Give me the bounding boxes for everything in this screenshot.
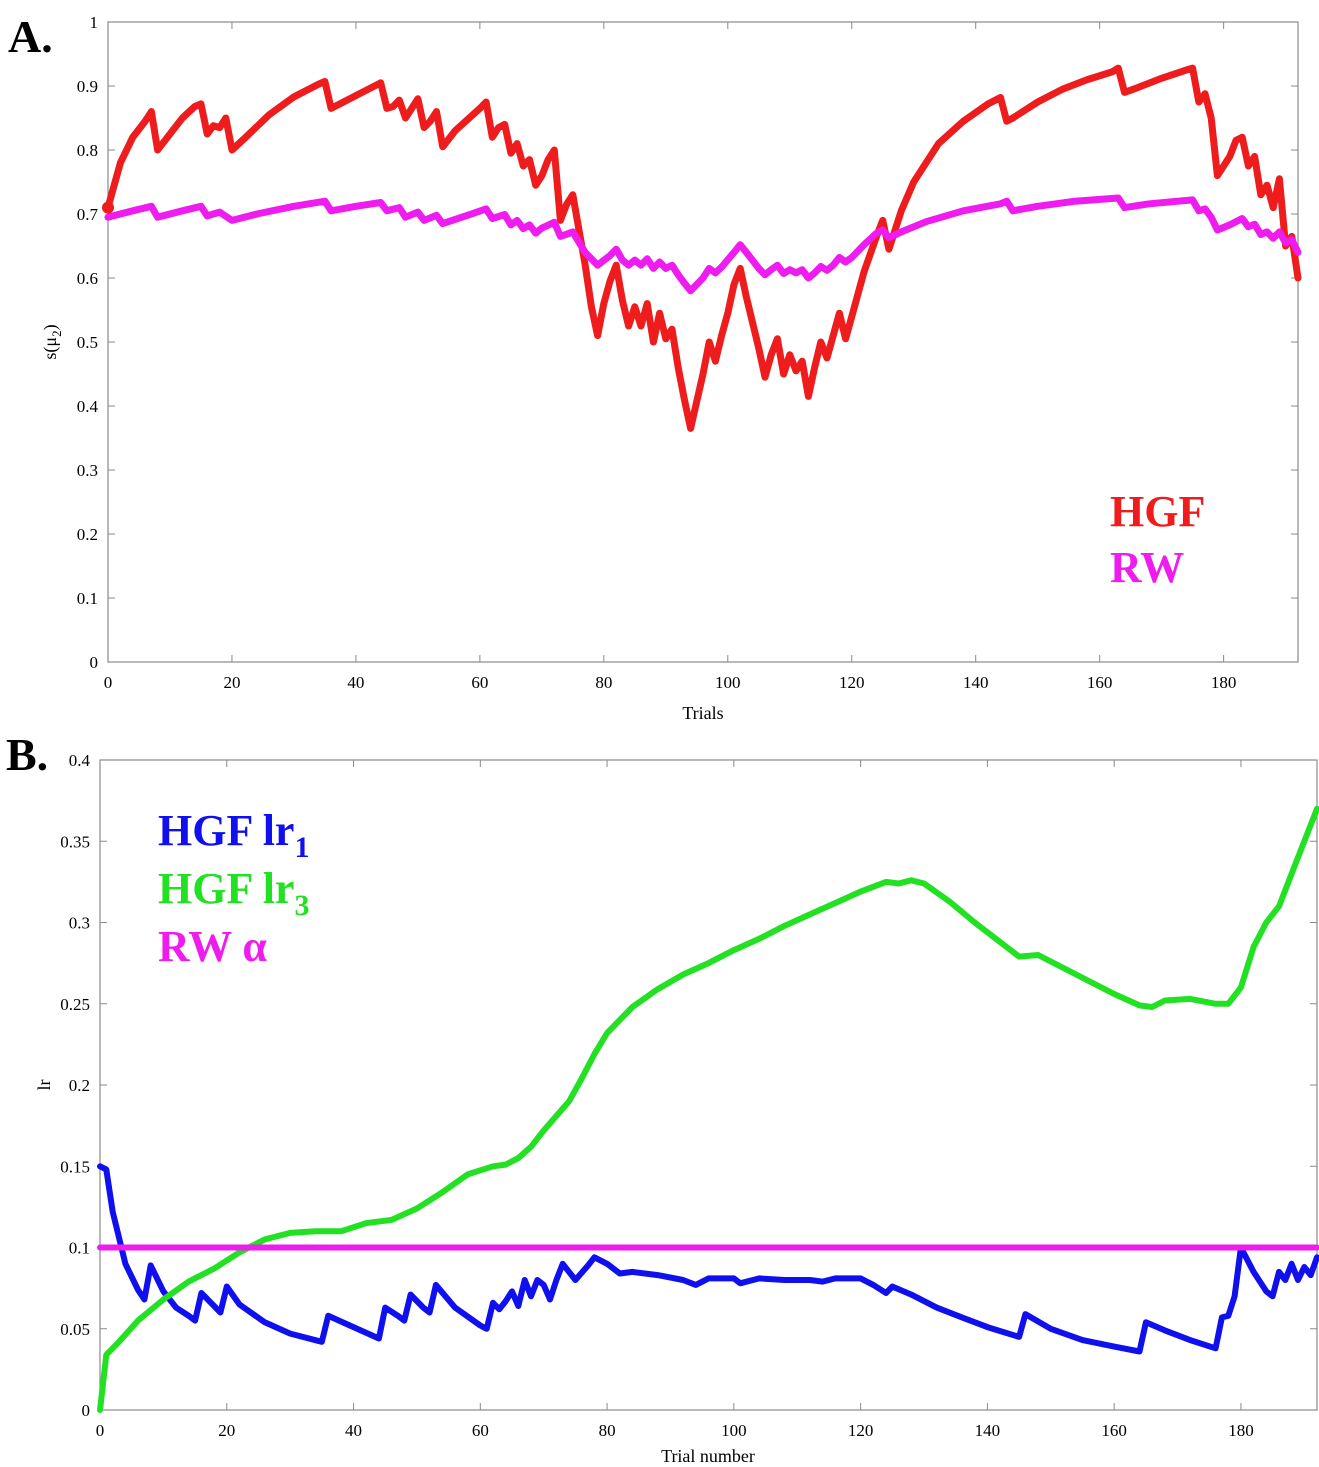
panel-a-y-tick-label: 0.7 bbox=[77, 205, 99, 224]
panel-a-y-tick-label: 0.8 bbox=[77, 141, 98, 160]
panel-b-x-tick-label: 60 bbox=[472, 1421, 489, 1440]
panel-a-x-tick-label: 100 bbox=[715, 673, 741, 692]
panel-b-y-axis-label: lr bbox=[34, 1079, 54, 1090]
panel-a-x-tick-label: 0 bbox=[104, 673, 113, 692]
panel-a-series bbox=[102, 64, 1302, 432]
panel-b-series-hgf-lr1-line bbox=[97, 1163, 1319, 1355]
panel-b-legend-hgf-lr3: HGF lr3 bbox=[158, 864, 309, 922]
panel-b-x-tick-label: 0 bbox=[96, 1421, 105, 1440]
panel-b-y-tick-label: 0.35 bbox=[60, 832, 90, 851]
panel-b-x-tick-label: 80 bbox=[599, 1421, 616, 1440]
panel-a-y-tick-label: 0.6 bbox=[77, 269, 98, 288]
panel-a-x-tick-label: 160 bbox=[1087, 673, 1113, 692]
panel-a-x-tick-label: 20 bbox=[223, 673, 240, 692]
panel-b-legend-hgf-lr1: HGF lr1 bbox=[158, 806, 309, 864]
panel-b-y-tick-label: 0.15 bbox=[60, 1157, 90, 1176]
panel-a-y-tick-label: 0.4 bbox=[77, 397, 99, 416]
panel-b-x-tick-label: 20 bbox=[218, 1421, 235, 1440]
panel-b-x-tick-label: 40 bbox=[345, 1421, 362, 1440]
panel-a-legend-rw: RW bbox=[1110, 543, 1184, 592]
panel-a-x-tick-label: 60 bbox=[471, 673, 488, 692]
panel-a-y-tick-label: 0.5 bbox=[77, 333, 98, 352]
panel-a-y-axis-label: s(μ2) bbox=[40, 324, 64, 359]
panel-b-series-hgf-lr3-line bbox=[97, 805, 1319, 1413]
panel-b-series bbox=[97, 805, 1319, 1413]
panel-b: B. 0 0.05 0.1 0.15 0.2 0.25 0.3 0.35 0.4 0 20 40 60… bbox=[6, 729, 1319, 1466]
panel-a-y-tick-label: 0.1 bbox=[77, 589, 98, 608]
panel-b-y-tick-label: 0.4 bbox=[69, 751, 91, 770]
panel-a-series-hgf-line bbox=[104, 64, 1302, 432]
panel-b-x-tick-label: 120 bbox=[848, 1421, 874, 1440]
panel-b-plot-frame bbox=[99, 759, 1318, 1411]
panel-a-y-tick-label: 1 bbox=[90, 13, 99, 32]
panel-b-x-tick-label: 140 bbox=[975, 1421, 1001, 1440]
panel-b-y-ticks: 0 0.05 0.1 0.15 0.2 0.25 0.3 0.35 0.4 bbox=[60, 751, 1317, 1420]
panel-a-y-tick-label: 0.3 bbox=[77, 461, 98, 480]
panel-a-y-ticks: 0 0.1 0.2 0.3 0.4 0.5 0.6 0.7 0.8 0.9 1 bbox=[77, 13, 1298, 672]
panel-a-legend-hgf: HGF bbox=[1110, 487, 1205, 536]
panel-b-x-tick-label: 160 bbox=[1101, 1421, 1127, 1440]
panel-b-label: B. bbox=[6, 729, 48, 780]
panel-b-x-tick-label: 100 bbox=[721, 1421, 747, 1440]
panel-a-hgf-start-marker bbox=[102, 201, 114, 214]
panel-b-y-tick-label: 0 bbox=[82, 1401, 91, 1420]
panel-a-x-tick-label: 140 bbox=[963, 673, 989, 692]
panel-a-y-tick-label: 0.9 bbox=[77, 77, 98, 96]
panel-a-label: A. bbox=[8, 11, 53, 62]
panel-a-x-tick-label: 40 bbox=[347, 673, 364, 692]
panel-a-series-rw-line bbox=[104, 194, 1302, 295]
panel-b-y-tick-label: 0.1 bbox=[69, 1239, 90, 1258]
panel-a-y-tick-label: 0 bbox=[90, 653, 99, 672]
panel-b-y-tick-label: 0.3 bbox=[69, 914, 90, 933]
panel-b-y-tick-label: 0.25 bbox=[60, 995, 90, 1014]
panel-b-x-tick-label: 180 bbox=[1228, 1421, 1254, 1440]
panel-a-x-tick-label: 120 bbox=[839, 673, 865, 692]
panel-b-x-axis-label: Trial number bbox=[661, 1446, 755, 1466]
panel-a-x-tick-label: 80 bbox=[595, 673, 612, 692]
panel-b-y-tick-label: 0.05 bbox=[60, 1320, 90, 1339]
panel-a-y-tick-label: 0.2 bbox=[77, 525, 98, 544]
panel-b-legend-rw-alpha: RW α bbox=[158, 922, 267, 971]
panel-b-x-ticks: 0 20 40 60 80 100 120 140 160 180 bbox=[96, 760, 1254, 1440]
panel-a-x-axis-label: Trials bbox=[682, 703, 723, 723]
panel-a-x-ticks: 0 20 40 60 80 100 120 140 160 180 bbox=[104, 22, 1237, 692]
panel-a: A. 0 0.1 0.2 0.3 0.4 0.5 0.6 0.7 0.8 0.9 1 0 20 40 60… bbox=[8, 11, 1302, 723]
panel-b-y-tick-label: 0.2 bbox=[69, 1076, 90, 1095]
panel-a-x-tick-label: 180 bbox=[1211, 673, 1237, 692]
